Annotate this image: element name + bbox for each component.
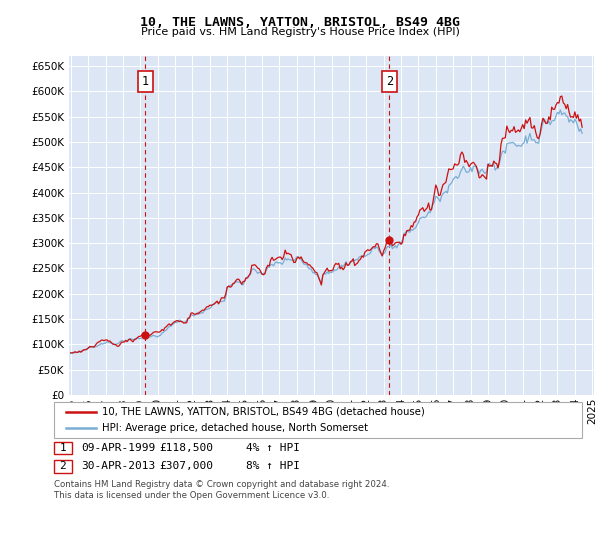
Text: 1: 1 xyxy=(59,443,67,453)
Text: 1: 1 xyxy=(142,75,149,88)
Text: 2: 2 xyxy=(59,461,67,472)
Text: £307,000: £307,000 xyxy=(159,461,213,472)
Text: 8% ↑ HPI: 8% ↑ HPI xyxy=(246,461,300,472)
Text: 10, THE LAWNS, YATTON, BRISTOL, BS49 4BG (detached house): 10, THE LAWNS, YATTON, BRISTOL, BS49 4BG… xyxy=(102,407,425,417)
Text: Contains HM Land Registry data © Crown copyright and database right 2024.
This d: Contains HM Land Registry data © Crown c… xyxy=(54,480,389,500)
Text: HPI: Average price, detached house, North Somerset: HPI: Average price, detached house, Nort… xyxy=(102,423,368,433)
Text: 30-APR-2013: 30-APR-2013 xyxy=(81,461,155,472)
Text: 2: 2 xyxy=(386,75,393,88)
Text: £118,500: £118,500 xyxy=(159,443,213,453)
Text: 09-APR-1999: 09-APR-1999 xyxy=(81,443,155,453)
Text: 10, THE LAWNS, YATTON, BRISTOL, BS49 4BG: 10, THE LAWNS, YATTON, BRISTOL, BS49 4BG xyxy=(140,16,460,29)
Text: Price paid vs. HM Land Registry's House Price Index (HPI): Price paid vs. HM Land Registry's House … xyxy=(140,27,460,37)
Text: 4% ↑ HPI: 4% ↑ HPI xyxy=(246,443,300,453)
